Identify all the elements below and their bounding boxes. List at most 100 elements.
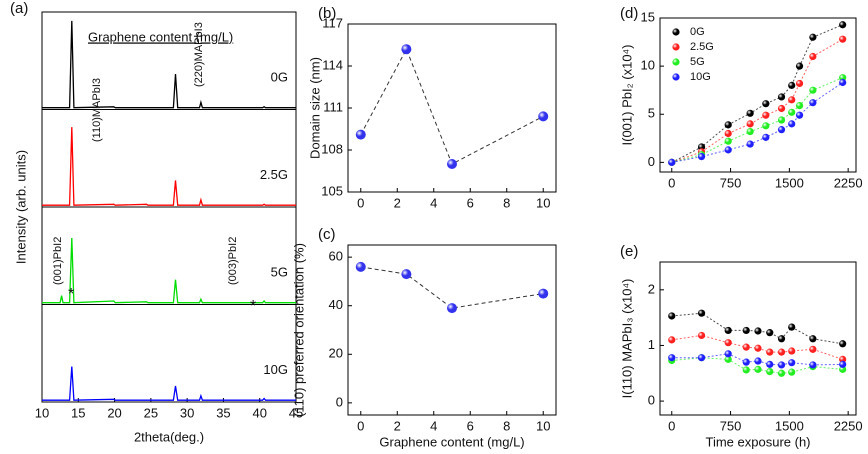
data-point (809, 345, 817, 353)
data-point (809, 361, 817, 369)
data-point (788, 81, 796, 89)
x-tick-label: 40 (252, 405, 266, 420)
data-point (724, 146, 732, 154)
data-point (839, 360, 847, 368)
legend-label: 0G (690, 26, 705, 38)
series-label: 5G (271, 265, 288, 280)
y-tick-label: 20 (329, 346, 343, 361)
panel-label: (c) (318, 226, 336, 243)
y-tick-label: 2 (648, 281, 655, 296)
data-point (697, 354, 706, 362)
data-point (777, 104, 786, 113)
series-line (671, 77, 843, 163)
series-line (671, 82, 843, 163)
data-point (766, 368, 774, 376)
data-point (809, 335, 817, 343)
data-point (355, 261, 366, 272)
data-point (724, 326, 732, 335)
y-tick-label: 105 (321, 183, 343, 198)
data-point (355, 129, 366, 140)
data-point (754, 327, 762, 335)
y-axis-label: Intensity (arb. units) (13, 150, 28, 264)
x-tick-label: 4 (430, 195, 437, 210)
data-point (788, 323, 796, 331)
legend-label: 2.5G (690, 41, 714, 53)
spectrum-line (42, 127, 296, 206)
series-line (671, 353, 843, 366)
data-point (809, 86, 817, 94)
x-axis-label: 2theta(deg.) (134, 429, 204, 444)
annotation: * (250, 298, 256, 315)
plot-frame (659, 261, 857, 416)
x-tick-label: 2 (394, 195, 401, 210)
data-point (777, 93, 786, 101)
data-point (809, 99, 817, 107)
x-tick-label: 25 (144, 405, 158, 420)
data-point (538, 111, 549, 122)
x-tick-label: 1500 (775, 175, 804, 190)
x-tick-label: 750 (720, 418, 742, 433)
data-point (668, 336, 676, 344)
data-point (777, 348, 786, 356)
spectrum-line (42, 237, 296, 304)
series-line (360, 266, 544, 309)
y-tick-label: 0 (648, 393, 655, 408)
annotation: (110)MAPbI3 (91, 78, 103, 142)
x-tick-label: 10 (35, 405, 49, 420)
annotation: Graphene content (mg/L) (88, 29, 233, 44)
x-tick-label: 6 (467, 195, 474, 210)
data-point (795, 101, 804, 110)
x-tick-label: 1500 (775, 418, 804, 433)
data-point (766, 348, 774, 356)
data-point (766, 329, 774, 337)
legend-marker (672, 73, 680, 81)
data-point (724, 137, 732, 145)
y-axis-label: I(001) PbI₂ (x10⁴) (619, 45, 634, 146)
x-axis-label: Time exposure (h) (706, 434, 811, 449)
x-axis-label: Graphene content (mg/L) (379, 434, 524, 449)
data-point (724, 355, 732, 363)
y-tick-label: 60 (329, 249, 343, 264)
panel-label: (d) (620, 5, 638, 22)
legend-marker (672, 58, 680, 66)
x-tick-label: 4 (430, 418, 437, 433)
x-tick-label: 0 (668, 175, 675, 190)
data-point (788, 120, 796, 128)
data-point (795, 62, 804, 70)
y-tick-label: 117 (322, 15, 343, 30)
data-point (742, 326, 750, 335)
data-point (447, 303, 457, 314)
y-tick-label: 10 (641, 58, 655, 73)
data-point (839, 340, 847, 348)
x-tick-label: 35 (216, 405, 230, 420)
data-point (766, 360, 774, 368)
x-tick-label: 2 (394, 418, 401, 433)
data-point (724, 129, 732, 138)
data-point (839, 21, 847, 29)
data-point (788, 108, 796, 116)
y-tick-label: 5 (648, 106, 655, 121)
data-point (839, 35, 847, 43)
data-point (788, 359, 796, 367)
data-point (762, 133, 770, 141)
y-axis-label: (110) preferred orientation (%) (291, 243, 306, 417)
x-tick-label: 10 (536, 418, 550, 433)
data-point (777, 335, 786, 343)
annotation: * (68, 286, 74, 303)
x-tick-label: 6 (467, 418, 474, 433)
spectrum-line (42, 366, 296, 401)
data-point (401, 269, 412, 280)
legend-marker (672, 28, 680, 36)
data-point (839, 355, 847, 363)
legend-label: 10G (690, 71, 711, 83)
data-point (724, 350, 732, 358)
y-tick-label: 1 (648, 337, 655, 352)
y-axis-label: Domain size (nm) (307, 57, 322, 159)
x-tick-label: 30 (180, 405, 194, 420)
data-point (746, 120, 754, 128)
x-tick-label: 750 (720, 175, 742, 190)
data-point (697, 331, 706, 340)
data-point (742, 343, 750, 351)
data-point (754, 357, 762, 365)
data-point (697, 309, 706, 317)
